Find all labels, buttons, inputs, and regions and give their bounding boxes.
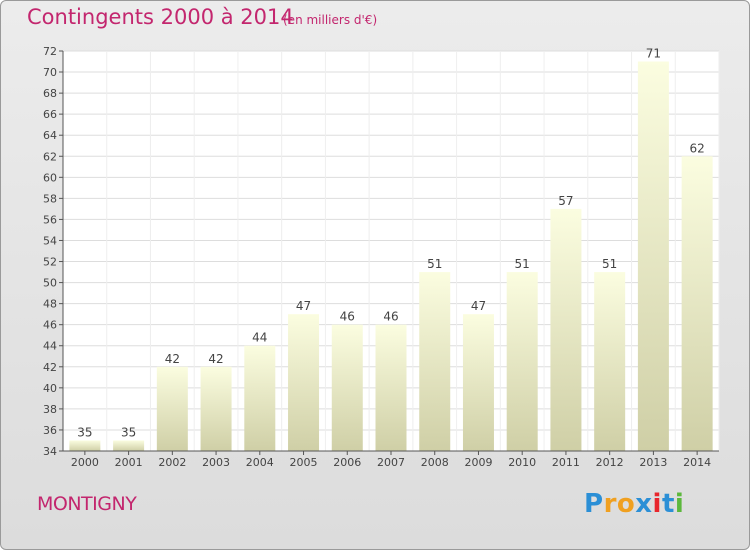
y-tick-label: 68 xyxy=(43,87,57,100)
x-tick-label: 2001 xyxy=(115,456,143,469)
bar xyxy=(288,314,320,451)
y-tick-label: 36 xyxy=(43,424,57,437)
axes: 34 36 38 40 42 44 46 48 50 52 54 56 58 60 62 64 66 68 70 72… xyxy=(43,45,719,469)
x-tick-label: 2011 xyxy=(552,456,580,469)
x-tick-label: 2004 xyxy=(246,456,274,469)
data-label: 51 xyxy=(602,257,617,271)
bar xyxy=(419,272,451,451)
y-tick-label: 48 xyxy=(43,298,57,311)
bars: 35 35 42 42 44 47 46 46 51 47 51 57 51 71 62 xyxy=(69,47,713,452)
y-tick-label: 38 xyxy=(43,403,57,416)
y-tick-label: 66 xyxy=(43,108,57,121)
location-name: MONTIGNY xyxy=(37,493,137,515)
x-tick-label: 2010 xyxy=(508,456,536,469)
bar xyxy=(637,61,669,452)
y-tick-label: 34 xyxy=(43,445,57,458)
bar xyxy=(594,272,626,451)
x-tick-label: 2006 xyxy=(333,456,361,469)
x-tick-label: 2013 xyxy=(639,456,667,469)
y-tick-label: 46 xyxy=(43,319,57,332)
data-label: 46 xyxy=(383,310,398,324)
logo-letter: o xyxy=(616,489,636,519)
data-label: 47 xyxy=(471,299,486,313)
x-tick-label: 2012 xyxy=(596,456,624,469)
y-tick-label: 58 xyxy=(43,192,57,205)
logo-letter: r xyxy=(603,489,617,519)
data-label: 47 xyxy=(296,299,311,313)
bar xyxy=(506,272,538,451)
logo-letter: P xyxy=(584,489,604,519)
logo-letter: i xyxy=(674,489,685,519)
y-tick-label: 54 xyxy=(43,234,57,247)
x-tick-label: 2014 xyxy=(683,456,711,469)
y-tick-label: 42 xyxy=(43,361,57,374)
logo-letter: x xyxy=(635,489,653,519)
data-label: 44 xyxy=(252,331,267,345)
bar xyxy=(550,208,582,451)
data-label: 42 xyxy=(165,352,180,366)
y-tick-label: 50 xyxy=(43,277,57,290)
bar xyxy=(156,366,188,451)
y-tick-label: 52 xyxy=(43,256,57,269)
bar xyxy=(681,156,713,451)
logo-letter: i xyxy=(652,489,662,519)
bar xyxy=(113,440,145,451)
x-tick-label: 2003 xyxy=(202,456,230,469)
data-label: 35 xyxy=(77,425,92,439)
data-label: 62 xyxy=(689,141,704,155)
data-label: 42 xyxy=(208,352,223,366)
logo-letter: t xyxy=(661,489,675,519)
y-tick-label: 70 xyxy=(43,66,57,79)
data-label: 51 xyxy=(515,257,530,271)
chart-subtitle: (en milliers d'€) xyxy=(283,13,378,27)
data-label: 71 xyxy=(646,47,661,61)
bar xyxy=(462,314,494,451)
data-label: 35 xyxy=(121,425,136,439)
bar xyxy=(69,440,101,451)
bar xyxy=(375,324,407,451)
data-label: 57 xyxy=(558,194,573,208)
x-tick-label: 2002 xyxy=(158,456,186,469)
x-tick-label: 2007 xyxy=(377,456,405,469)
x-tick-label: 2000 xyxy=(71,456,99,469)
x-tick-label: 2009 xyxy=(464,456,492,469)
data-label: 51 xyxy=(427,257,442,271)
chart-title: Contingents 2000 à 2014 xyxy=(27,5,294,29)
x-tick-label: 2008 xyxy=(421,456,449,469)
y-tick-label: 64 xyxy=(43,129,57,142)
bar xyxy=(331,324,363,451)
y-tick-label: 60 xyxy=(43,171,57,184)
bar xyxy=(244,345,276,451)
data-label: 46 xyxy=(340,310,355,324)
y-tick-label: 56 xyxy=(43,213,57,226)
proxiti-logo: Proxiti xyxy=(584,489,684,519)
y-tick-label: 62 xyxy=(43,150,57,163)
y-tick-label: 40 xyxy=(43,382,57,395)
y-tick-label: 72 xyxy=(43,45,57,58)
y-tick-label: 44 xyxy=(43,340,57,353)
bar xyxy=(200,366,232,451)
x-tick-label: 2005 xyxy=(290,456,318,469)
